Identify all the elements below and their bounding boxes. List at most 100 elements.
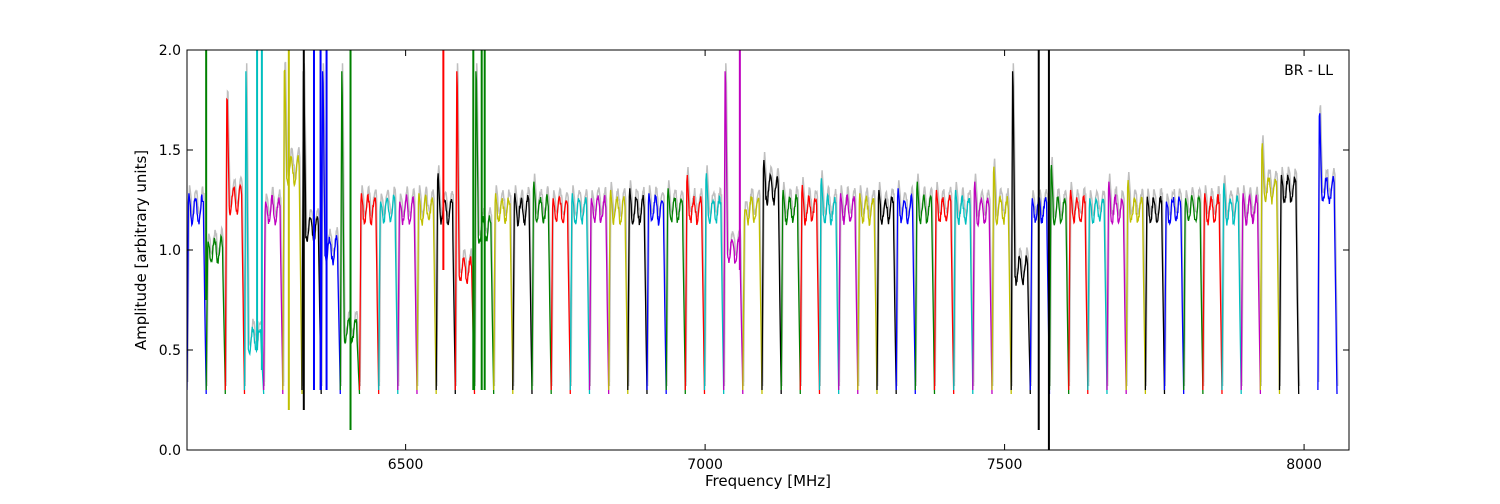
channel-trace-21 — [569, 193, 591, 395]
channel-trace-42 — [972, 181, 993, 395]
channel-trace-8 — [320, 71, 341, 395]
x-tick-label: 6500 — [388, 457, 424, 473]
reference-trace-segment — [1145, 188, 1166, 387]
channel-trace-20 — [550, 195, 571, 395]
reference-trace-segment — [1279, 166, 1301, 387]
channel-trace-23 — [608, 189, 629, 395]
channel-trace-17 — [493, 193, 514, 395]
channel-trace-49 — [1106, 181, 1127, 395]
reference-trace-segment — [838, 185, 860, 387]
channel-trace-3 — [224, 97, 246, 395]
channel-trace-57 — [1259, 143, 1281, 395]
channel-trace-32 — [780, 189, 801, 395]
reference-trace-segment — [608, 181, 630, 387]
channel-trace-10 — [358, 193, 380, 395]
reference-trace-segment — [934, 181, 956, 387]
channel-trace-2 — [205, 233, 226, 395]
channel-trace-36 — [857, 193, 878, 395]
reference-trace-segment — [493, 185, 515, 387]
channel-trace-5 — [263, 194, 284, 395]
channel-trace-39 — [914, 181, 936, 395]
reference-trace-segment — [1221, 175, 1243, 387]
channel-trace-53 — [1183, 194, 1204, 395]
reference-trace-segment — [704, 165, 726, 387]
channel-trace-38 — [895, 188, 916, 395]
reference-trace-segment — [819, 170, 841, 387]
reference-trace-segment — [570, 185, 591, 387]
channel-trace-4 — [243, 71, 265, 395]
reference-trace-segment — [551, 186, 572, 387]
channel-trace-18 — [512, 193, 533, 395]
reference-trace-segment — [1011, 63, 1032, 387]
channel-trace-40 — [933, 189, 955, 395]
channel-trace-6 — [282, 69, 303, 395]
channel-trace-12 — [397, 194, 418, 395]
reference-trace-segment — [685, 166, 706, 387]
reference-trace-segment — [1126, 171, 1147, 387]
channel-trace-27 — [684, 174, 706, 395]
reference-trace-segment — [646, 185, 668, 387]
y-tick-label: 0.5 — [159, 343, 181, 359]
reference-trace-segment — [781, 181, 802, 387]
channel-trace-28 — [703, 173, 725, 395]
reference-trace-segment — [761, 151, 783, 387]
channel-trace-43 — [991, 166, 1012, 395]
channel-trace-50 — [1125, 179, 1147, 395]
reference-trace-segment — [857, 185, 879, 387]
channel-trace-54 — [1202, 193, 1223, 395]
reference-trace-segment — [800, 176, 821, 387]
reference-trace-segment — [1087, 188, 1109, 387]
y-tick-label: 0.0 — [159, 443, 181, 459]
channel-trace-48 — [1087, 196, 1108, 395]
channel-trace-52 — [1163, 196, 1185, 395]
reference-trace-segment — [1049, 156, 1071, 387]
channel-trace-44 — [1010, 71, 1031, 395]
x-axis-label: Frequency [MHz] — [705, 472, 831, 490]
reference-trace-layer — [187, 61, 1339, 387]
reference-trace-segment — [1241, 185, 1262, 387]
channel-trace-33 — [799, 184, 821, 395]
reference-trace-segment — [972, 173, 994, 387]
y-tick-label: 2.0 — [159, 43, 181, 59]
channel-trace-7 — [301, 71, 322, 395]
reference-trace-segment — [378, 186, 400, 387]
reference-trace-segment — [225, 89, 246, 387]
channel-trace-34 — [818, 178, 840, 395]
reference-trace-segment — [263, 186, 285, 387]
channel-trace-11 — [378, 194, 399, 395]
x-axis-ticks: 6500 7000 7500 8000 — [388, 50, 1322, 473]
channel-trace-22 — [588, 194, 610, 395]
channel-trace-30 — [742, 196, 763, 395]
reference-trace-segment — [953, 181, 975, 387]
reference-trace-segment — [876, 181, 898, 387]
reference-trace-segment — [1183, 186, 1205, 387]
channel-trace-14 — [435, 173, 456, 395]
reference-trace-segment — [627, 180, 649, 387]
reference-trace-segment — [1030, 189, 1051, 387]
reference-trace-segment — [282, 61, 304, 387]
channel-trace-45 — [1029, 197, 1051, 395]
channel-trace-58 — [1278, 174, 1300, 395]
reference-trace-segment — [321, 63, 342, 387]
baseline-annotation: BR - LL — [1284, 63, 1333, 79]
reference-trace-segment — [206, 225, 227, 387]
channel-trace-15 — [454, 71, 476, 395]
channel-trace-59 — [1317, 113, 1338, 395]
x-tick-label: 7000 — [687, 457, 723, 473]
channel-trace-56 — [1240, 192, 1262, 395]
reference-trace-segment — [531, 173, 553, 387]
channel-trace-25 — [646, 193, 667, 395]
channel-trace-41 — [953, 189, 974, 395]
reference-trace-segment — [1164, 188, 1186, 387]
reference-trace-segment — [742, 188, 764, 387]
x-tick-label: 8000 — [1286, 457, 1322, 473]
y-axis-label: Amplitude [arbitrary units] — [132, 150, 150, 350]
reference-trace-segment — [896, 180, 917, 387]
reference-trace-segment — [455, 63, 476, 387]
reference-trace-segment — [416, 185, 438, 387]
reference-trace-segment — [1202, 185, 1224, 387]
y-tick-label: 1.0 — [159, 243, 181, 259]
